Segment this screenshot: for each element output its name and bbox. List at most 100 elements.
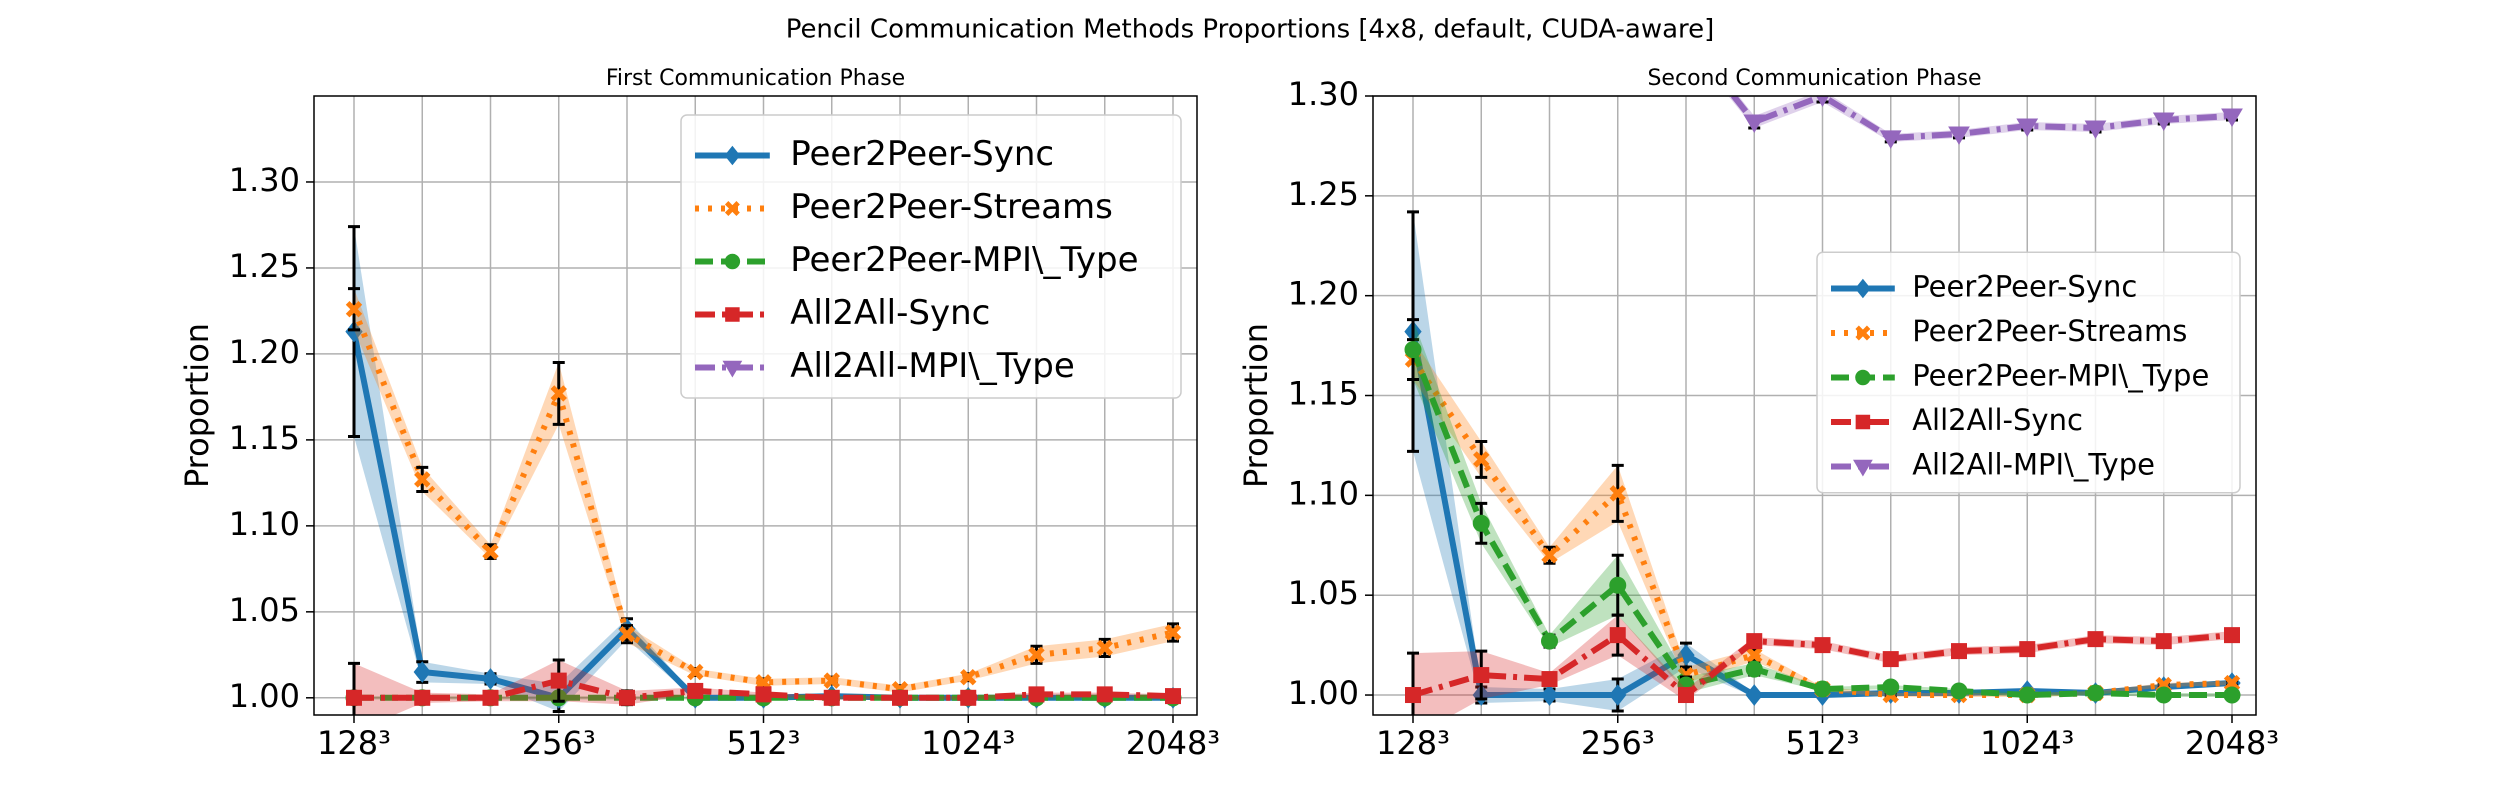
marker [1951,643,1967,660]
marker [1609,627,1626,644]
marker [1473,451,1490,468]
y-tick-label: 1.10 [1288,474,1359,512]
marker [725,307,740,322]
x-tick-label: 256³ [522,724,596,762]
plot-area [345,225,1182,715]
marker [1678,687,1694,704]
marker [346,689,362,706]
marker [618,625,636,643]
y-tick-label: 1.20 [229,333,300,371]
marker [1855,325,1871,341]
marker [1855,369,1871,386]
marker [1814,637,1831,654]
marker [1096,686,1113,703]
marker [724,201,740,216]
y-tick-label: 1.30 [1288,75,1359,113]
marker [1472,514,1490,532]
marker [550,672,567,689]
subplot: Second Communication Phase Proportion 1.00… [1237,66,2279,762]
y-axis-label: Proportion [178,323,216,488]
marker [482,543,499,560]
x-tick-label: 512³ [1786,724,1860,762]
marker [1541,547,1558,564]
figure-title: Pencil Communication Methods Proportions… [786,15,1715,45]
marker [2223,674,2241,692]
marker [1473,667,1490,684]
marker [481,668,500,690]
legend: Peer2Peer-Sync Peer2Peer-Streams Peer2Peer… [680,114,1182,399]
marker [2084,120,2107,139]
subplot-title: Second Communication Phase [1647,66,1981,91]
x-tick-label: 512³ [727,724,801,762]
legend: Peer2Peer-Sync Peer2Peer-Streams Peer2Peer… [1816,251,2241,494]
x-tick-label: 128³ [317,724,391,762]
subplot: First Communication Phase Proportion 1.00 1… [178,66,1220,762]
marker [724,253,741,270]
legend-label: All2All-Sync [790,293,990,333]
axes-frame [1372,95,2257,716]
marker [2155,686,2173,704]
x-tick-label: 1024³ [1980,724,2074,762]
marker [1853,459,1873,477]
marker [2224,627,2240,644]
subplot-title: First Communication Phase [606,66,905,91]
legend-label: All2All-MPI\_Type [790,346,1075,386]
legend-label: Peer2Peer-Streams [1912,314,2187,348]
y-tick-label: 1.05 [1288,574,1359,612]
marker [414,471,431,488]
marker [1028,686,1045,703]
marker [2087,631,2104,648]
marker [2152,112,2175,131]
marker [1609,576,1627,594]
marker [823,672,840,689]
legend-frame [1816,251,2241,494]
marker [2223,686,2241,704]
y-tick-label: 1.05 [229,591,300,629]
marker [2016,118,2039,137]
marker [2018,686,2036,704]
marker [755,686,772,703]
marker [823,689,840,706]
marker [1745,660,1763,678]
marker [2019,641,2036,658]
marker [2221,108,2243,127]
marker [2087,684,2104,702]
marker [687,682,704,699]
marker [687,663,704,681]
marker [550,385,567,402]
y-tick-label: 1.20 [1288,275,1359,313]
marker [1609,684,1627,706]
marker [892,689,908,706]
legend-label: Peer2Peer-MPI\_Type [1912,359,2209,393]
marker [1814,680,1831,698]
marker [1096,639,1113,657]
marker [1609,485,1626,502]
x-tick-label: 2048³ [2185,724,2279,762]
legend-label: Peer2Peer-Streams [790,187,1113,227]
marker [1950,682,1968,700]
error-band [1728,96,2232,142]
y-tick-label: 1.00 [229,677,300,715]
marker [1746,633,1763,650]
marker [1405,687,1421,704]
marker [1164,624,1182,641]
x-tick-label: 1024³ [921,724,1015,762]
marker [482,689,499,706]
x-tick-label: 128³ [1376,724,1450,762]
marker [1541,632,1558,650]
legend-frame [680,114,1182,399]
y-axis-label: Proportion [1237,323,1275,488]
marker [1816,96,1829,107]
y-tick-label: 1.15 [229,419,300,457]
marker [1165,688,1181,705]
marker [1404,341,1422,359]
marker [1855,278,1871,299]
legend-label: Peer2Peer-Sync [790,134,1054,174]
marker [414,689,431,706]
marker [1855,414,1871,430]
legend-label: Peer2Peer-Sync [1912,270,2137,304]
marker [2155,633,2172,650]
legend-label: All2All-Sync [1912,403,2083,437]
axes-frame [313,95,1198,716]
marker [960,689,977,706]
